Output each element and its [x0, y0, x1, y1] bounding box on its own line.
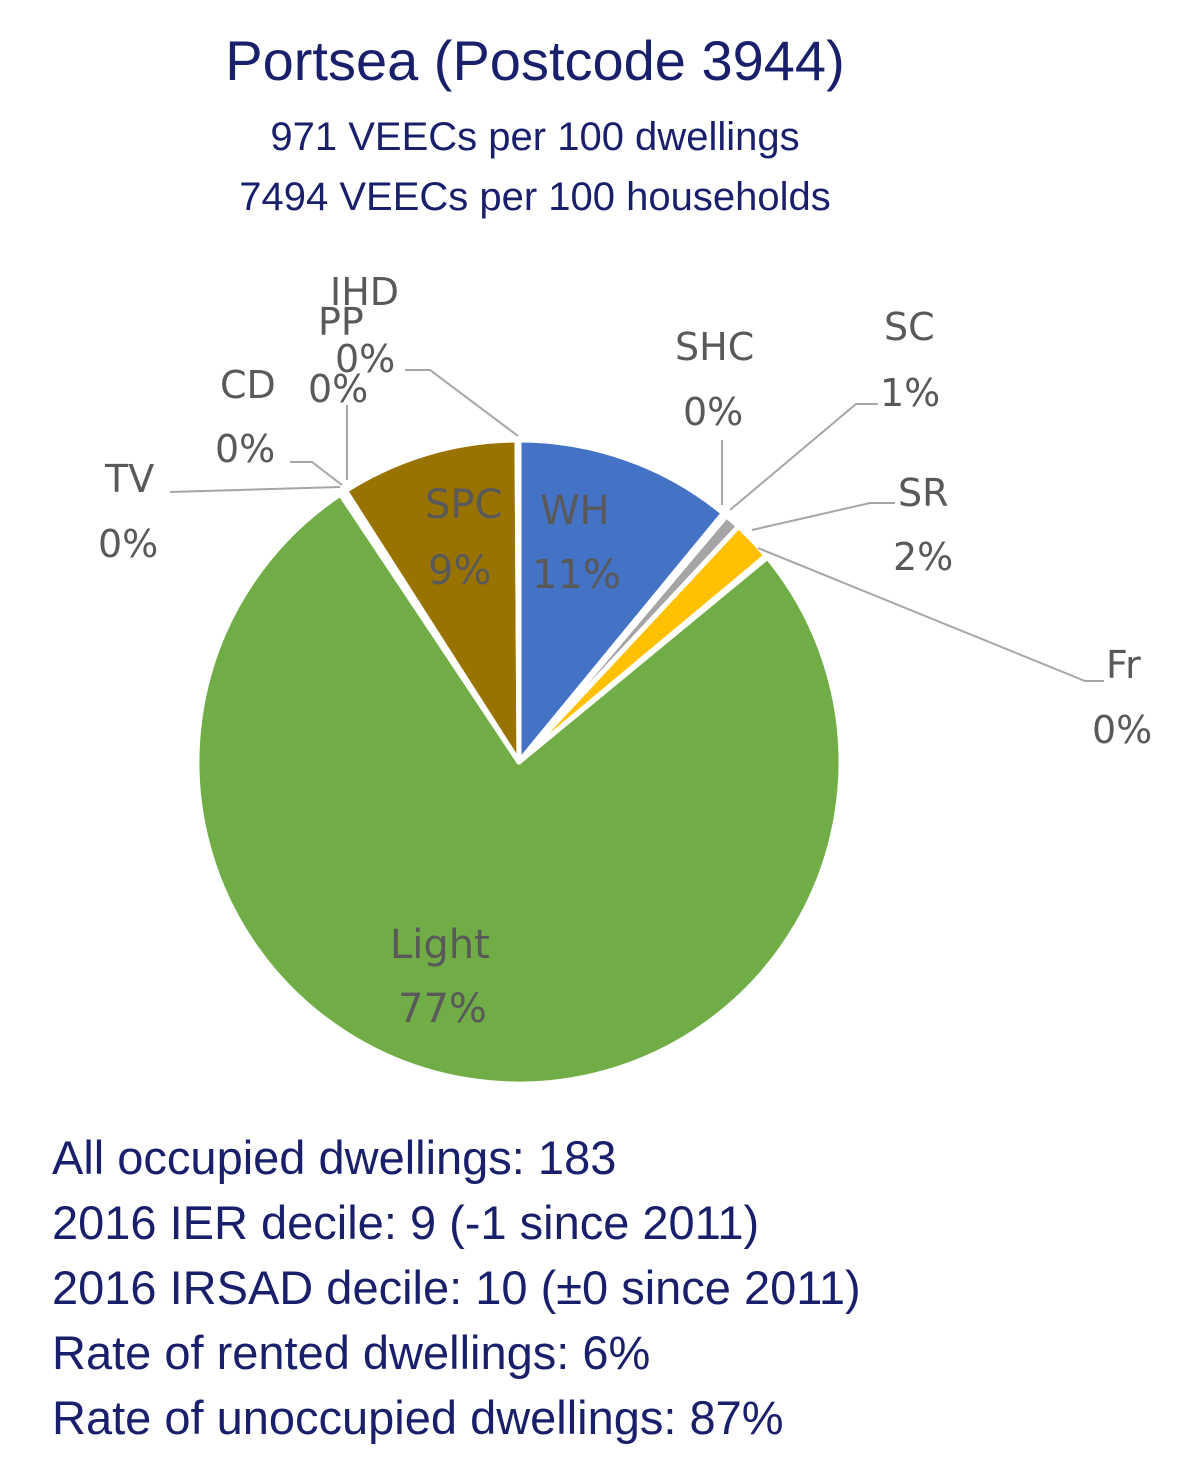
chart-title: Portsea (Postcode 3944)	[225, 29, 845, 92]
slice-label-shc-name: SHC	[675, 325, 754, 369]
slice-label-fr-pct: 0%	[1092, 708, 1152, 752]
stat-ier-decile: 2016 IER decile: 9 (-1 since 2011)	[52, 1196, 760, 1249]
pie-slice-light	[194, 491, 844, 1087]
pie-slice-wh	[516, 437, 726, 765]
slice-label-sc-pct: 1%	[880, 371, 940, 415]
slice-label-light-name: Light	[390, 922, 490, 968]
slice-label-cd-name: CD	[220, 363, 276, 407]
leader-line-tv	[169, 486, 341, 493]
slice-label-ihd-name: IHD	[330, 270, 399, 314]
slice-label-wh-pct: 11%	[532, 552, 621, 598]
slice-label-wh-name: WH	[540, 488, 610, 534]
slice-label-sr-pct: 2%	[893, 535, 953, 579]
leader-line-sc	[729, 403, 878, 511]
pie-slice-ihd	[514, 437, 522, 765]
leader-line-ihd	[405, 369, 519, 437]
slice-label-shc-pct: 0%	[683, 390, 743, 434]
stat-occupied-dwellings: All occupied dwellings: 183	[52, 1131, 617, 1184]
leader-line-fr	[757, 547, 1104, 682]
veecs-per-dwellings: 971 VEECs per 100 dwellings	[270, 115, 800, 159]
slice-label-ihd-pct: 0%	[335, 337, 395, 381]
summary-stats: All occupied dwellings: 183 2016 IER dec…	[52, 1125, 861, 1450]
slice-label-sc-name: SC	[884, 305, 935, 349]
slice-label-tv-name: TV	[104, 457, 154, 501]
slice-label-cd-pct: 0%	[215, 427, 275, 471]
slice-label-fr-name: Fr	[1106, 643, 1141, 687]
pie-slice-spc	[343, 437, 522, 765]
slice-label-pp-name: PP	[318, 300, 364, 344]
slice-label-sr-name: SR	[898, 471, 949, 515]
leader-line-cd	[290, 461, 343, 486]
leader-line-sr	[751, 502, 895, 531]
stat-irsad-decile: 2016 IRSAD decile: 10 (±0 since 2011)	[52, 1261, 861, 1314]
slice-label-tv-pct: 0%	[98, 522, 158, 566]
veecs-per-households: 7494 VEECs per 100 households	[239, 175, 831, 219]
slice-label-pp-pct: 0%	[308, 367, 368, 411]
slice-label-spc-name: SPC	[425, 482, 502, 528]
stat-rented-rate: Rate of rented dwellings: 6%	[52, 1326, 651, 1379]
slice-label-light-pct: 77%	[398, 986, 487, 1032]
stat-unoccupied-rate: Rate of unoccupied dwellings: 87%	[52, 1391, 784, 1444]
slice-label-spc-pct: 9%	[428, 548, 491, 594]
pie-chart: IHD 0% PP 0% CD 0% TV 0% SPC 9% WH 11% S…	[98, 270, 1153, 1087]
